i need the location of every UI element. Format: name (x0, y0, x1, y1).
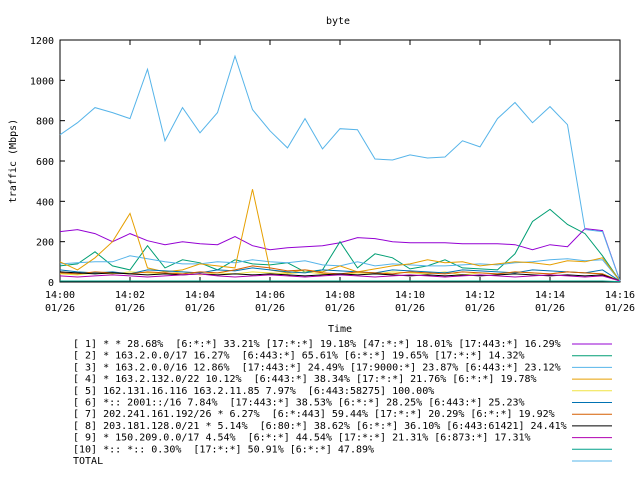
legend: [ 1] * * 28.68% [6:*:*] 33.21% [17:*:*] … (73, 339, 612, 467)
series-line-1 (59, 228, 621, 282)
x-tick-label-date: 01/26 (185, 303, 215, 314)
legend-entry: [ 2] * 163.2.0.0/17 16.27% [6:443:*] 65.… (73, 351, 525, 362)
x-tick-label-time: 14:16 (605, 290, 635, 301)
plot-frame (59, 39, 621, 283)
y-tick-label: 1200 (30, 36, 54, 47)
x-tick-label-date: 01/26 (465, 303, 495, 314)
x-tick-label-date: 01/26 (395, 303, 425, 314)
x-tick-label-date: 01/26 (605, 303, 635, 314)
chart-title: byte (326, 16, 350, 27)
x-tick-label-date: 01/26 (255, 303, 285, 314)
series-line-8 (59, 271, 621, 282)
x-tick-label-date: 01/26 (115, 303, 145, 314)
x-tick-label-time: 14:10 (395, 290, 425, 301)
legend-entry: [ 4] * 163.2.132.0/22 10.12% [6:443:*] 3… (73, 374, 537, 385)
x-tick-label-date: 01/26 (535, 303, 565, 314)
y-axis-label: traffic (Mbps) (8, 119, 19, 203)
series-lines (59, 54, 621, 283)
series-line-9 (59, 273, 621, 282)
legend-entry: [ 5] 162.131.16.116 163.2.11.85 7.97% [6… (73, 386, 434, 397)
x-axis: 14:00 01/26 14:02 01/26 14:04 01/26 14:06 01/26… (45, 40, 635, 314)
x-tick-label-time: 14:06 (255, 290, 285, 301)
legend-entry: [ 8] 203.181.128.0/21 * 5.14% [6:80:*] 3… (73, 421, 567, 432)
y-tick-label: 1000 (30, 76, 54, 87)
legend-entry: [ 6] *:: 2001::/16 7.84% [17:443:*] 38.5… (73, 398, 525, 409)
y-tick-label: 400 (36, 197, 54, 208)
x-tick-label-time: 14:02 (115, 290, 145, 301)
x-tick-label-time: 14:04 (185, 290, 215, 301)
series-line-10 (60, 280, 621, 283)
legend-entry: [ 3] * 163.2.0.0/16 12.86% [17:443:*] 24… (73, 362, 561, 373)
series-line-4 (59, 189, 621, 282)
x-tick-label-date: 01/26 (325, 303, 355, 314)
y-tick-label: 600 (36, 157, 54, 168)
legend-entry: [ 9] * 150.209.0.0/17 4.54% [6:*:*] 44.5… (73, 433, 531, 444)
y-tick-label: 200 (36, 238, 54, 249)
y-tick-label: 800 (36, 117, 54, 128)
legend-entry: [ 7] 202.241.161.192/26 * 6.27% [6:*:443… (73, 409, 555, 420)
x-tick-label-time: 14:08 (325, 290, 355, 301)
y-tick-label: 0 (48, 278, 54, 289)
legend-entry: TOTAL (73, 456, 103, 467)
y-axis: 0 200 400 600 800 1000 1200 (30, 36, 620, 289)
series-line-2 (59, 208, 621, 282)
series-line-6 (59, 267, 621, 282)
x-axis-label: Time (328, 324, 352, 335)
x-tick-label-time: 14:12 (465, 290, 495, 301)
legend-entry: [ 1] * * 28.68% [6:*:*] 33.21% [17:*:*] … (73, 339, 561, 350)
series-line-11 (59, 54, 621, 282)
legend-entry: [10] *:: *:: 0.30% [17:*:*] 50.91% [6:*:… (73, 444, 374, 455)
x-tick-label-time: 14:14 (535, 290, 565, 301)
x-tick-label-date: 01/26 (45, 303, 75, 314)
x-tick-label-time: 14:00 (45, 290, 75, 301)
